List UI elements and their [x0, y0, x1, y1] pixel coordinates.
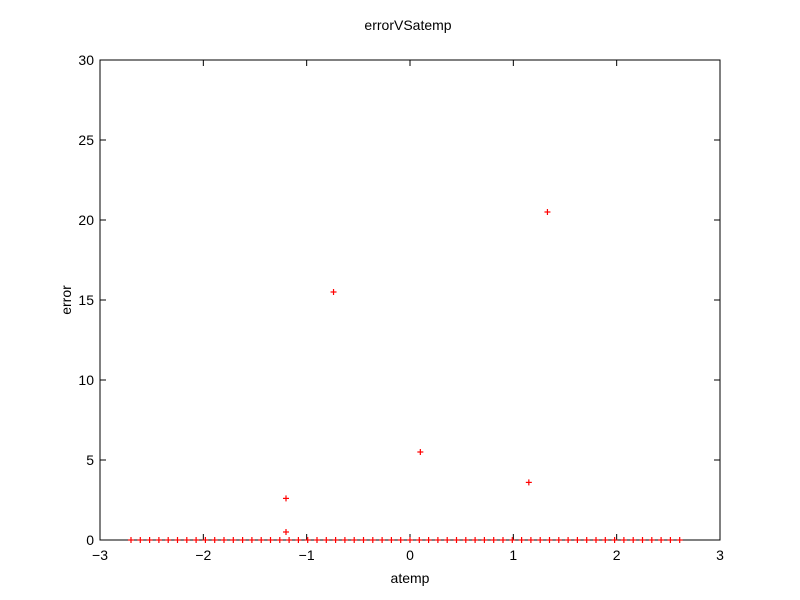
data-point [230, 537, 237, 543]
data-point [211, 537, 218, 543]
y-tick-label: 30 [78, 52, 94, 68]
x-tick-label: −1 [299, 547, 315, 563]
data-point [546, 537, 553, 543]
data-point [351, 537, 358, 543]
data-point [611, 537, 618, 543]
y-axis-label: error [58, 285, 74, 315]
data-point [518, 537, 525, 543]
data-point [388, 537, 395, 543]
data-point [137, 537, 144, 543]
data-point [444, 537, 451, 543]
data-point [397, 537, 404, 543]
data-point [565, 537, 572, 543]
x-axis: −3 −2 −1 0 1 2 3 [92, 60, 724, 563]
data-point [667, 537, 674, 543]
plot-frame [99, 59, 721, 541]
data-point [602, 537, 609, 543]
data-point [165, 537, 172, 543]
y-axis: 0 5 10 15 20 25 30 [78, 52, 720, 548]
data-point [500, 537, 506, 543]
data-point [583, 537, 590, 543]
data-point [537, 537, 544, 543]
x-axis-label: atemp [391, 570, 430, 586]
data-point [314, 537, 320, 543]
data-point [193, 537, 200, 543]
data-point [527, 537, 534, 543]
data-point [360, 537, 367, 543]
y-tick-label: 10 [78, 372, 94, 388]
data-point [248, 537, 255, 543]
data-point [462, 537, 469, 543]
data-point [648, 537, 655, 543]
y-tick-label: 0 [86, 532, 94, 548]
data-point [155, 537, 162, 543]
data-point [379, 537, 386, 543]
data-points [128, 209, 683, 543]
data-point [174, 537, 181, 543]
data-point [128, 537, 134, 543]
data-point [434, 537, 441, 543]
data-point [555, 537, 562, 543]
data-point [472, 537, 479, 543]
data-point [490, 537, 497, 543]
data-point [330, 289, 337, 295]
data-point [574, 537, 581, 543]
data-point [509, 537, 516, 543]
data-point [525, 479, 532, 486]
y-tick-label: 15 [78, 292, 94, 308]
x-tick-label: 1 [509, 547, 517, 563]
data-point [323, 537, 330, 543]
data-point [453, 537, 460, 543]
data-point [407, 537, 413, 543]
data-point [286, 537, 293, 543]
x-tick-label: 2 [613, 547, 621, 563]
data-point [658, 537, 665, 543]
data-point [283, 495, 289, 502]
data-point [676, 537, 683, 543]
x-tick-label: 0 [406, 547, 414, 563]
data-point [202, 537, 209, 543]
data-point [417, 449, 424, 455]
data-point [183, 537, 190, 543]
x-tick-label: −2 [195, 547, 211, 563]
data-point [295, 537, 302, 543]
data-point [267, 537, 274, 543]
data-point [276, 537, 283, 543]
data-point [332, 537, 339, 543]
data-point [481, 537, 488, 543]
y-tick-label: 20 [78, 212, 94, 228]
x-tick-label: −3 [92, 547, 108, 563]
data-point [283, 529, 289, 535]
chart-title: errorVSatemp [364, 17, 451, 33]
data-point [416, 537, 423, 543]
y-tick-label: 5 [86, 452, 94, 468]
data-point [221, 537, 227, 543]
data-point [425, 537, 432, 543]
data-point [630, 537, 637, 543]
x-tick-label: 3 [716, 547, 724, 563]
data-point [304, 537, 311, 543]
data-point [593, 537, 599, 543]
data-point [639, 537, 646, 543]
data-point [620, 537, 627, 543]
data-point [544, 209, 551, 215]
y-tick-label: 25 [78, 132, 94, 148]
data-point [369, 537, 376, 543]
data-point [258, 537, 265, 543]
data-point [239, 537, 246, 543]
data-point [341, 537, 348, 543]
data-point [146, 537, 153, 543]
